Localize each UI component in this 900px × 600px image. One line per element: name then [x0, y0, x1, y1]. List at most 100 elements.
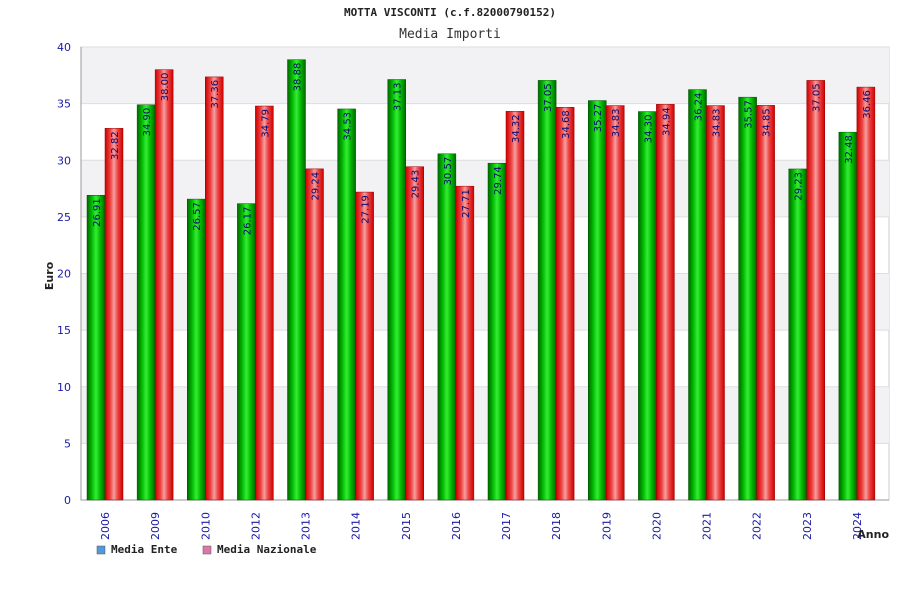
data-label: 29.23	[794, 172, 805, 201]
data-label: 37.05	[543, 83, 554, 112]
y-tick-label: 5	[64, 437, 71, 450]
bar-media-ente-2019	[588, 100, 607, 501]
x-tick-label: 2015	[400, 512, 413, 540]
bar-media-nazionale-2019	[606, 105, 625, 501]
bar-media-ente-2006	[86, 194, 106, 501]
bar-media-ente-2016	[437, 153, 457, 501]
bar-media-nazionale-2018	[555, 106, 575, 501]
data-label: 34.85	[762, 108, 773, 137]
data-label: 34.83	[712, 109, 723, 138]
x-tick-label: 2013	[300, 512, 313, 540]
data-label: 34.83	[611, 109, 622, 138]
bar-media-ente-2012	[237, 203, 256, 501]
data-label: 26.57	[192, 202, 203, 231]
legend-swatch	[202, 545, 212, 555]
y-tick-label: 25	[57, 211, 71, 224]
bar-media-ente-2013	[287, 59, 306, 501]
bar-media-ente-2009	[136, 104, 156, 501]
bar-media-nazionale-2010	[205, 76, 224, 501]
bar-media-nazionale-2006	[104, 128, 124, 501]
x-tick-label: 2023	[801, 512, 814, 540]
data-label: 34.53	[343, 112, 354, 141]
x-tick-label: 2017	[500, 512, 513, 540]
bar-media-nazionale-2009	[154, 69, 174, 501]
x-tick-label: 2012	[249, 512, 262, 540]
y-axis-label: Euro	[43, 261, 56, 290]
data-label: 26.91	[92, 198, 103, 227]
x-tick-label: 2009	[149, 512, 162, 540]
data-label: 29.24	[311, 172, 322, 201]
y-tick-label: 35	[57, 98, 71, 111]
bar-media-nazionale-2022	[756, 105, 775, 501]
bar-media-ente-2017	[487, 162, 507, 501]
y-tick-label: 20	[57, 268, 71, 281]
data-label: 32.82	[110, 131, 121, 160]
x-tick-label: 2021	[701, 512, 714, 540]
x-tick-label: 2010	[199, 512, 212, 540]
data-label: 29.74	[493, 166, 504, 195]
data-label: 34.79	[260, 109, 271, 138]
data-label: 36.46	[862, 90, 873, 119]
y-tick-label: 10	[57, 381, 71, 394]
data-label: 35.57	[744, 100, 755, 129]
x-tick-label: 2024	[851, 512, 864, 540]
legend-label: Media Ente	[111, 543, 178, 556]
bar-media-nazionale-2020	[656, 104, 675, 501]
x-axis-label: Anno	[857, 528, 889, 541]
bar-media-nazionale-2013	[305, 168, 324, 501]
bar-media-ente-2022	[738, 96, 757, 501]
data-label: 37.36	[210, 80, 221, 109]
data-label: 37.05	[812, 83, 823, 112]
data-label: 34.30	[643, 115, 654, 144]
data-label: 29.43	[411, 170, 422, 199]
data-label: 36.24	[694, 93, 705, 122]
bar-media-nazionale-2012	[255, 105, 274, 501]
data-label: 34.94	[661, 107, 672, 136]
x-tick-label: 2022	[751, 512, 764, 540]
y-tick-label: 15	[57, 324, 71, 337]
x-tick-label: 2019	[600, 512, 613, 540]
x-tick-label: 2018	[550, 512, 563, 540]
x-tick-label: 2016	[450, 512, 463, 540]
bar-media-ente-2010	[187, 198, 206, 501]
bar-media-nazionale-2024	[856, 86, 876, 501]
bar-media-ente-2014	[337, 108, 356, 501]
legend-swatch	[96, 545, 106, 555]
chart-title: MOTTA VISCONTI (c.f.82000790152)	[344, 6, 556, 19]
bars: 26.91 32.82 34.90 38.00 26.57 37.36 26.17 34.79…	[86, 59, 876, 501]
legend: Media Ente Media Nazionale	[96, 543, 317, 556]
bar-media-ente-2023	[788, 168, 807, 501]
bar-media-nazionale-2015	[405, 166, 424, 501]
data-label: 34.32	[511, 114, 522, 143]
data-label: 26.17	[242, 207, 253, 236]
bar-media-ente-2021	[688, 89, 707, 501]
y-tick-label: 40	[57, 41, 71, 54]
data-label: 35.27	[593, 104, 604, 133]
bar-media-nazionale-2014	[355, 191, 374, 501]
bar-media-nazionale-2016	[455, 185, 475, 501]
bar-media-ente-2020	[638, 111, 657, 501]
y-tick-label: 30	[57, 154, 71, 167]
bar-media-nazionale-2023	[806, 80, 825, 501]
data-label: 38.00	[160, 73, 171, 102]
data-label: 37.13	[393, 83, 404, 112]
bar-media-nazionale-2021	[706, 105, 725, 501]
grid-band	[81, 47, 889, 104]
bar-media-nazionale-2017	[505, 111, 525, 501]
bar-media-ente-2024	[838, 131, 858, 501]
bar-media-ente-2015	[387, 79, 406, 501]
data-label: 27.71	[461, 189, 472, 218]
data-label: 38.88	[293, 63, 304, 92]
data-label: 32.48	[844, 135, 855, 164]
chart-subtitle: Media Importi	[399, 27, 501, 42]
y-axis-ticks: 0 5 10 15 20 25 30 35 40	[57, 41, 71, 507]
x-tick-label: 2020	[650, 512, 663, 540]
legend-label: Media Nazionale	[217, 543, 317, 556]
x-tick-label: 2006	[99, 512, 112, 540]
x-tick-label: 2014	[350, 512, 363, 540]
x-axis-ticks: 2006 2009 2010 2012 2013 2014 2015 2016 2017 2018…	[99, 512, 864, 540]
y-tick-label: 0	[64, 494, 71, 507]
data-label: 30.57	[443, 157, 454, 186]
data-label: 27.19	[361, 195, 372, 224]
